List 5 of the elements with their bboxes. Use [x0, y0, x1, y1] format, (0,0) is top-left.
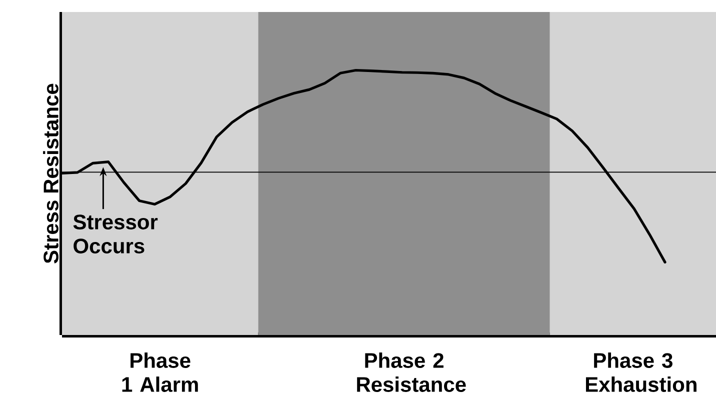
- annotation: Stressor Occurs: [73, 214, 158, 254]
- text: Phase 2 Resistance: [357, 352, 466, 392]
- text: Phase 1 Alarm: [122, 352, 198, 392]
- y-axis-title: Stress Resistance: [43, 84, 58, 264]
- text: Phase 3 Exhaustion: [586, 352, 696, 392]
